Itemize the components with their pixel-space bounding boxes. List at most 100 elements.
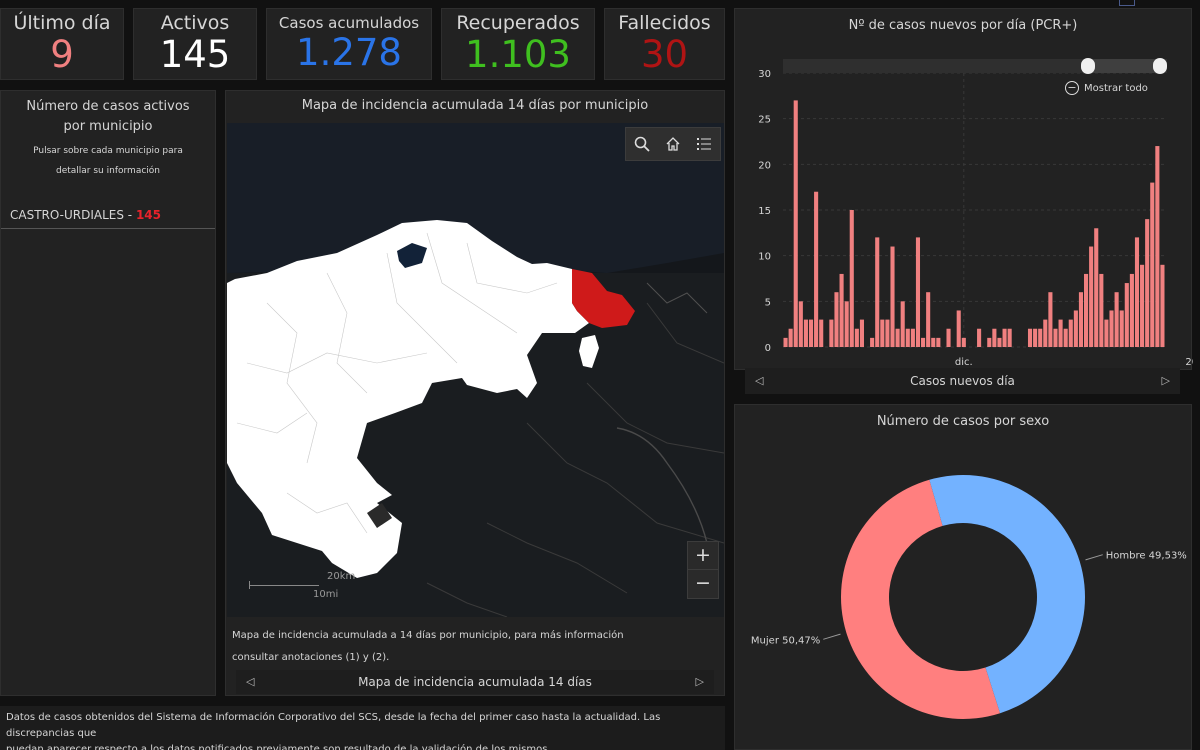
bar[interactable] — [829, 319, 834, 347]
donut-slice[interactable] — [929, 474, 1086, 714]
zoom-out-button[interactable]: − — [695, 572, 711, 594]
bar[interactable] — [900, 301, 905, 347]
bar[interactable] — [1084, 273, 1089, 347]
map-view[interactable]: + − 20km 10mi — [227, 123, 724, 617]
bar[interactable] — [997, 337, 1002, 347]
bar[interactable] — [819, 319, 824, 347]
kpi-label: Fallecidos — [618, 12, 711, 34]
bar[interactable] — [1109, 310, 1114, 347]
home-icon[interactable] — [658, 129, 688, 159]
bar[interactable] — [870, 337, 875, 347]
y-tick-label: 10 — [758, 252, 771, 263]
bar[interactable] — [1007, 328, 1012, 347]
bar[interactable] — [1134, 237, 1140, 347]
bar[interactable] — [1048, 292, 1053, 347]
bar[interactable] — [849, 210, 854, 347]
next-arrow-icon[interactable]: ▷ — [1161, 374, 1170, 387]
bar[interactable] — [1155, 146, 1160, 347]
bar[interactable] — [1114, 292, 1119, 347]
leader-line — [1085, 554, 1103, 561]
bar[interactable] — [814, 191, 819, 347]
active-cases-subtitle: Pulsar sobre cada municipio para detalla… — [33, 146, 183, 176]
bar[interactable] — [895, 328, 900, 347]
bar[interactable] — [1043, 319, 1048, 347]
zoom-in-button[interactable]: + — [688, 542, 718, 570]
legend-icon[interactable] — [689, 129, 719, 159]
municipality-count: 145 — [135, 208, 162, 222]
reset-zoom-button[interactable]: − Mostrar todo — [1065, 81, 1148, 95]
kpi-activos: Activos 145 — [133, 8, 257, 80]
bar[interactable] — [1145, 219, 1150, 347]
bar[interactable] — [1038, 328, 1043, 347]
bar[interactable] — [1150, 182, 1155, 347]
bar[interactable] — [956, 310, 961, 347]
bar[interactable] — [1140, 264, 1145, 347]
bar[interactable] — [798, 301, 803, 347]
range-handle-left[interactable] — [1081, 58, 1095, 74]
bar[interactable] — [1099, 273, 1104, 347]
bar[interactable] — [880, 319, 885, 347]
bar[interactable] — [915, 237, 921, 347]
bar[interactable] — [1124, 283, 1129, 347]
bar[interactable] — [946, 328, 951, 347]
reset-zoom-label: Mostrar todo — [1084, 83, 1148, 94]
daily-chart-panel: Nº de casos nuevos por día (PCR+) 0 5 10 15… — [734, 8, 1193, 370]
bar[interactable] — [905, 328, 910, 347]
bar[interactable] — [1068, 319, 1073, 347]
bar[interactable] — [1053, 328, 1058, 347]
range-slider[interactable] — [783, 58, 1167, 74]
list-item[interactable]: CASTRO-URDIALES - 145 — [1, 208, 215, 229]
bar[interactable] — [839, 273, 844, 347]
bar[interactable] — [936, 337, 941, 347]
bar[interactable] — [890, 246, 895, 347]
corner-button[interactable] — [1119, 0, 1135, 6]
donut-slice[interactable] — [841, 479, 1001, 719]
bar[interactable] — [1104, 319, 1109, 347]
kpi-value: 1.103 — [465, 33, 571, 76]
bar[interactable] — [977, 328, 982, 347]
prev-arrow-icon[interactable]: ◁ — [755, 374, 764, 387]
bar[interactable] — [1033, 328, 1038, 347]
kpi-value: 1.278 — [296, 31, 402, 74]
bar[interactable] — [875, 237, 880, 347]
bar[interactable] — [1119, 310, 1124, 347]
bar[interactable] — [987, 337, 992, 347]
map-title: Mapa de incidencia acumulada 14 días por… — [301, 98, 649, 113]
active-cases-panel: Número de casos activos por municipio Pu… — [0, 90, 216, 696]
bar[interactable] — [793, 100, 798, 348]
slice-label: Mujer 50,47% — [751, 635, 820, 646]
municipality-name: CASTRO-URDIALES — [10, 208, 124, 222]
bar[interactable] — [1002, 328, 1007, 347]
bar[interactable] — [1094, 228, 1099, 347]
bar[interactable] — [1058, 319, 1063, 347]
range-handle-right[interactable] — [1153, 58, 1167, 74]
prev-arrow-icon[interactable]: ◁ — [246, 675, 255, 688]
bar[interactable] — [931, 337, 936, 347]
bar[interactable] — [844, 301, 849, 347]
bar[interactable] — [1027, 328, 1033, 347]
bar[interactable] — [1078, 292, 1084, 347]
bar[interactable] — [926, 292, 931, 347]
bar[interactable] — [808, 319, 814, 347]
bar[interactable] — [834, 292, 839, 347]
bar[interactable] — [803, 319, 808, 347]
search-icon[interactable] — [627, 129, 657, 159]
bar[interactable] — [885, 319, 890, 347]
bar[interactable] — [854, 328, 859, 347]
bar[interactable] — [1073, 310, 1078, 347]
next-arrow-icon[interactable]: ▷ — [695, 675, 704, 688]
bar[interactable] — [910, 328, 915, 347]
bar[interactable] — [1063, 328, 1068, 347]
bar[interactable] — [992, 328, 997, 347]
bar[interactable] — [1160, 264, 1165, 347]
bar[interactable] — [921, 337, 926, 347]
bar[interactable] — [859, 319, 864, 347]
bar[interactable] — [1129, 273, 1134, 347]
map-canvas[interactable] — [227, 123, 724, 617]
bar[interactable] — [783, 337, 788, 347]
bar[interactable] — [788, 328, 793, 347]
kpi-value: 9 — [50, 33, 74, 76]
bar[interactable] — [1089, 246, 1094, 347]
bar[interactable] — [961, 337, 966, 347]
active-cases-title: Número de casos activos por municipio — [26, 99, 190, 134]
